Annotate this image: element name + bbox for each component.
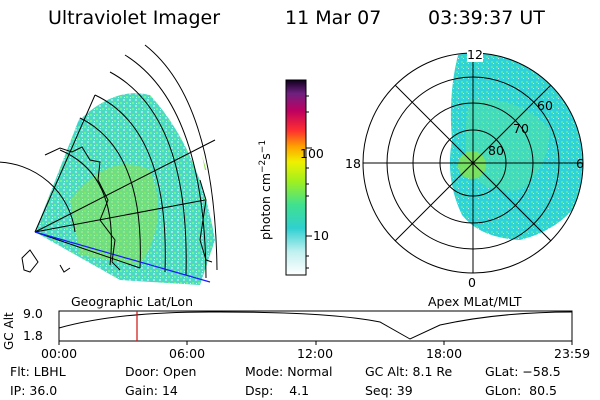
colorbar [285,79,312,276]
info-mode: Mode: Normal [245,364,333,379]
altitude-timeline [58,310,573,345]
info-ip: IP: 36.0 [10,383,58,398]
app-title: Ultraviolet Imager [48,7,221,29]
date-readout: 11 Mar 07 [285,7,382,29]
info-glat: GLat: −58.5 [485,364,561,379]
timeline-ymin: 1.8 [23,328,43,343]
lat-label-60: 60 [537,98,553,113]
timeline-tick-1: 06:00 [169,346,206,361]
info-gain: Gain: 14 [125,383,178,398]
polar-map [362,52,584,274]
timeline-tick-0: 00:00 [41,346,78,361]
mlt-label-12: 12 [467,47,483,62]
colorbar-tick-100: 100 [300,146,324,161]
lat-label-80: 80 [488,143,504,158]
colorbar-tick-10: 10 [313,228,329,243]
mlt-label-6: 6 [576,156,584,171]
timeline-tick-4: 23:59 [554,346,591,361]
info-gc-alt: GC Alt: 8.1 Re [365,364,453,379]
info-dsp: Dsp: 4.1 [245,383,310,398]
info-seq: Seq: 39 [365,383,413,398]
timeline-tick-3: 18:00 [426,346,463,361]
time-readout: 03:39:37 UT [428,7,545,29]
info-filter: Flt: LBHL [10,364,66,379]
info-door: Door: Open [125,364,197,379]
mlt-label-18: 18 [345,156,361,171]
colorbar-axis-label: photon cm−2s−1 [258,139,274,240]
info-glon: GLon: 80.5 [485,383,558,398]
timeline-ymax: 9.0 [23,306,43,321]
geographic-panel-label: Geographic Lat/Lon [71,294,193,309]
lat-label-70: 70 [513,121,529,136]
polar-panel-label: Apex MLat/MLT [428,294,522,309]
geographic-map [0,44,218,285]
timeline-ylabel: GC Alt [2,312,16,350]
mlt-label-0: 0 [468,275,476,290]
timeline-tick-2: 12:00 [297,346,334,361]
